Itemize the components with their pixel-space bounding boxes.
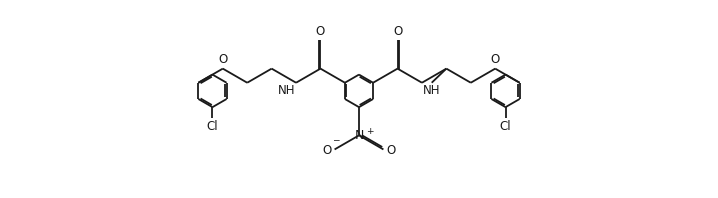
Text: Cl: Cl: [207, 120, 218, 133]
Text: +: +: [366, 127, 373, 135]
Text: O: O: [322, 144, 332, 157]
Text: NH: NH: [423, 84, 441, 97]
Text: Cl: Cl: [500, 120, 511, 133]
Text: O: O: [316, 25, 325, 38]
Text: O: O: [393, 25, 402, 38]
Text: −: −: [332, 135, 340, 144]
Text: O: O: [218, 53, 228, 66]
Text: O: O: [386, 144, 396, 157]
Text: N: N: [354, 129, 364, 142]
Text: NH: NH: [277, 84, 295, 97]
Text: O: O: [490, 53, 500, 66]
